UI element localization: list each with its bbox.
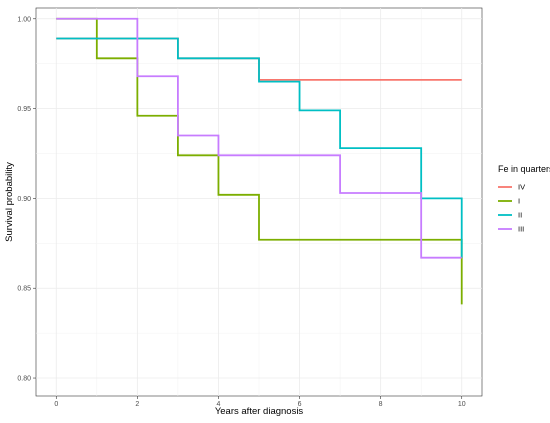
x-tick-label: 2	[135, 401, 139, 408]
x-tick-label: 4	[217, 401, 221, 408]
legend-label-ii: II	[518, 211, 522, 220]
x-tick-label: 6	[298, 401, 302, 408]
legend-title: Fe in quarters	[498, 164, 550, 174]
x-tick-label: 8	[379, 401, 383, 408]
x-tick-label: 0	[54, 401, 58, 408]
y-tick-label: 0.90	[17, 196, 31, 203]
x-tick-label: 10	[458, 401, 466, 408]
y-tick-label: 0.95	[17, 106, 31, 113]
series-line-i	[56, 17, 463, 305]
y-axis-ticks: 0.80 0.85 0.90 0.95 1.00	[17, 16, 36, 383]
legend-label-iv: IV	[518, 183, 525, 192]
y-axis-title: Survival probability	[4, 162, 15, 242]
y-tick-label: 0.80	[17, 376, 31, 383]
y-tick-label: 1.00	[17, 16, 31, 23]
y-tick-label: 0.85	[17, 286, 31, 293]
series-line-iii	[56, 17, 462, 259]
x-axis-title: Years after diagnosis	[215, 406, 304, 417]
legend-label-iii: III	[518, 225, 524, 234]
series-layer	[56, 17, 463, 305]
x-axis-ticks: 0 2 4 6 8 10	[54, 396, 466, 408]
legend-label-i: I	[518, 197, 520, 206]
